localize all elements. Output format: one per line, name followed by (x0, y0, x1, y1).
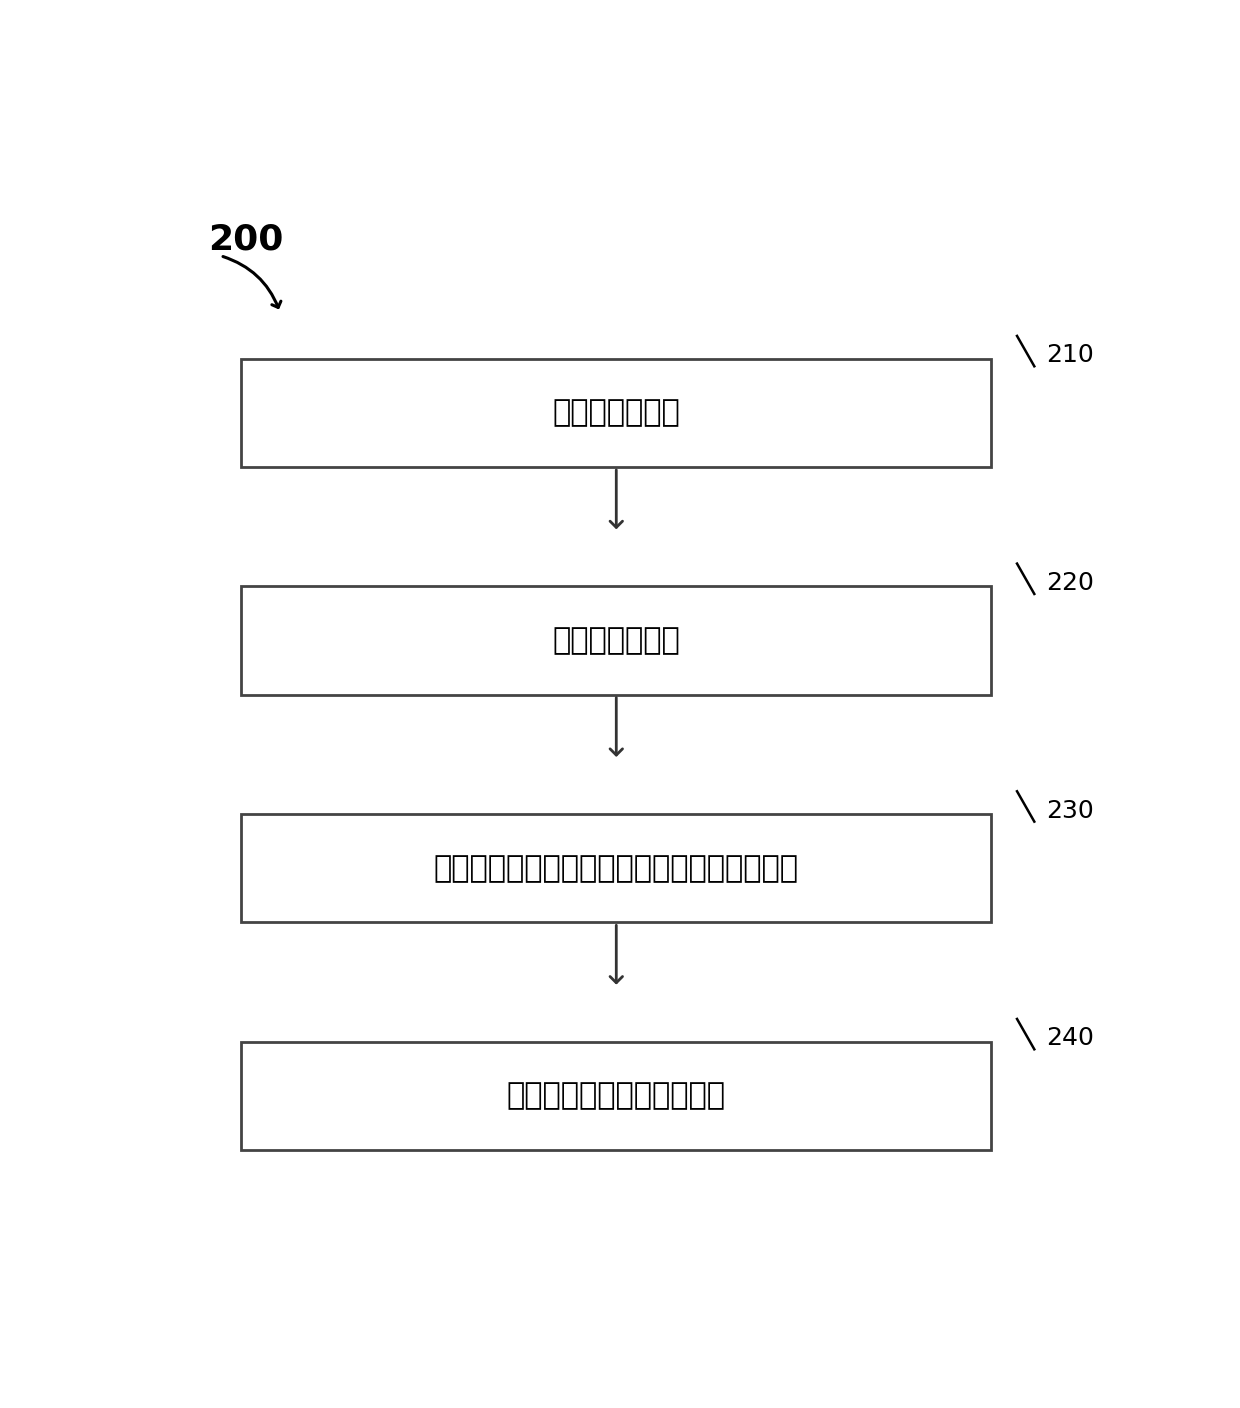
Text: 处理传感器信号: 处理传感器信号 (552, 627, 681, 655)
Text: 240: 240 (1045, 1026, 1094, 1050)
Text: 230: 230 (1045, 798, 1094, 822)
Text: 210: 210 (1045, 344, 1094, 367)
Text: 将控制信号提供给应用程序: 将控制信号提供给应用程序 (507, 1081, 725, 1111)
Text: 将控制映射应用到处理的信号以获得控制信号: 将控制映射应用到处理的信号以获得控制信号 (434, 853, 799, 883)
Bar (242, 359, 991, 467)
Text: 获得传感器信号: 获得传感器信号 (552, 398, 681, 428)
Text: 220: 220 (1045, 572, 1094, 596)
Text: 200: 200 (208, 222, 283, 256)
Bar (242, 586, 991, 694)
Bar (242, 1042, 991, 1150)
Bar (242, 814, 991, 922)
